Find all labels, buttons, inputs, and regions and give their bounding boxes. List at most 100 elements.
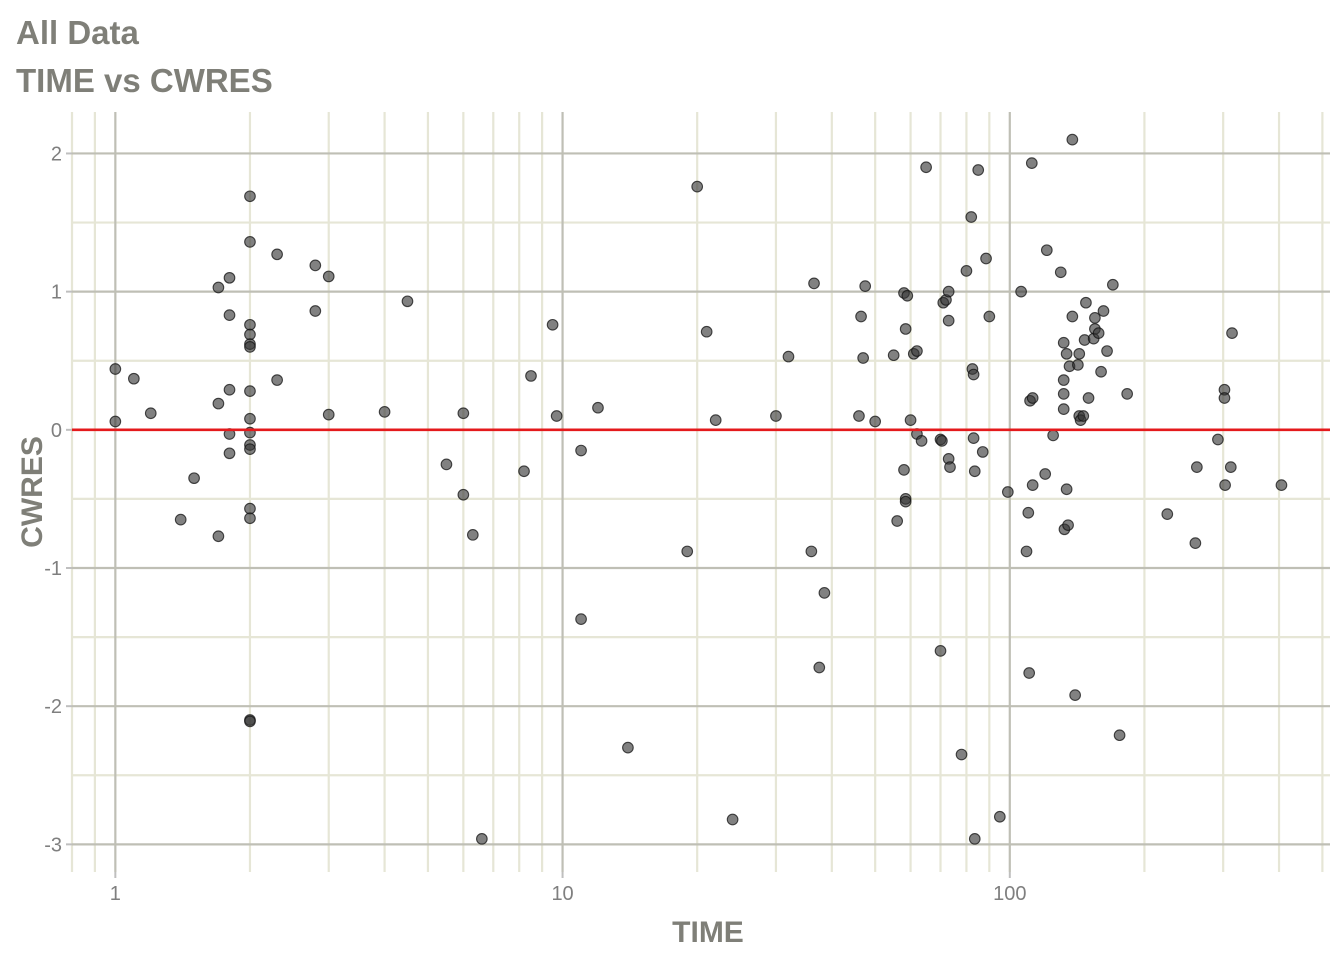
data-point	[805, 545, 818, 558]
data-points	[109, 133, 1288, 845]
y-tick-label: -2	[44, 696, 62, 718]
data-point	[857, 352, 869, 364]
data-point	[1069, 689, 1081, 701]
data-point	[887, 349, 900, 362]
data-point	[174, 513, 187, 526]
data-point	[1073, 347, 1086, 360]
data-point	[244, 512, 256, 525]
data-point	[1113, 729, 1126, 742]
data-point	[188, 472, 200, 485]
data-point	[1047, 429, 1059, 442]
y-tick-label: -1	[44, 558, 62, 580]
data-point	[899, 323, 912, 335]
data-point	[244, 715, 256, 728]
data-point	[244, 190, 256, 203]
data-point	[223, 383, 236, 396]
data-point	[709, 414, 722, 426]
data-point	[967, 432, 980, 444]
data-point	[700, 325, 713, 338]
data-point	[457, 488, 470, 501]
data-point	[960, 265, 973, 277]
axis-tick-marks	[66, 152, 1011, 878]
data-point	[1092, 327, 1105, 339]
data-point	[378, 406, 391, 418]
data-point	[1057, 374, 1070, 386]
data-point	[244, 341, 256, 353]
data-point	[681, 545, 694, 558]
x-axis-title: TIME	[672, 916, 744, 949]
data-point	[575, 613, 587, 625]
data-point	[1189, 537, 1202, 549]
data-point	[1066, 310, 1079, 323]
data-point	[1057, 403, 1070, 415]
data-point	[967, 368, 980, 381]
y-tick-label: 1	[51, 282, 62, 304]
data-point	[244, 328, 256, 341]
data-point	[1072, 359, 1084, 371]
data-point	[1121, 388, 1134, 400]
x-tick-label: 100	[993, 883, 1026, 905]
data-point	[1077, 410, 1090, 422]
data-point	[1001, 486, 1014, 498]
data-point	[1023, 667, 1036, 679]
data-point	[525, 370, 537, 382]
data-point	[575, 444, 587, 457]
data-point	[466, 528, 479, 541]
data-point	[972, 164, 985, 176]
data-point	[1015, 285, 1027, 298]
data-point	[934, 645, 947, 657]
data-point	[1224, 461, 1237, 473]
data-point	[244, 443, 256, 456]
data-point	[1089, 312, 1101, 324]
data-point	[936, 435, 948, 447]
data-point	[223, 447, 236, 460]
x-tick-label: 10	[551, 883, 573, 905]
data-point	[1097, 305, 1110, 317]
data-point	[942, 285, 955, 298]
data-point	[1057, 336, 1070, 349]
data-point	[1095, 365, 1107, 378]
data-point	[244, 318, 256, 331]
data-point	[1212, 433, 1224, 446]
data-point	[869, 415, 882, 428]
y-tick-label: 0	[51, 420, 62, 442]
data-point	[309, 305, 322, 317]
data-point	[1040, 244, 1053, 257]
data-point	[942, 314, 955, 327]
data-point	[401, 295, 414, 308]
data-point	[518, 465, 530, 478]
data-point	[476, 832, 488, 845]
data-point	[1057, 388, 1070, 400]
minor-gridlines	[70, 112, 1330, 872]
data-point	[223, 309, 236, 321]
data-point	[993, 810, 1006, 823]
data-point	[546, 318, 559, 331]
data-point	[859, 280, 872, 292]
data-point	[109, 363, 122, 375]
data-point	[271, 248, 283, 261]
data-point	[968, 465, 981, 478]
data-point	[1082, 392, 1095, 404]
data-point	[782, 350, 795, 363]
data-point	[109, 415, 122, 428]
data-point	[1080, 296, 1092, 309]
y-tick-label: -3	[44, 834, 62, 856]
data-point	[1062, 519, 1074, 532]
data-point	[271, 374, 283, 386]
data-point	[1101, 345, 1113, 357]
data-point	[592, 401, 604, 414]
data-point	[1054, 266, 1067, 279]
chart-subtitle: TIME vs CWRES	[16, 62, 273, 99]
data-point	[144, 407, 157, 420]
data-point	[904, 414, 917, 426]
data-point	[853, 410, 865, 422]
data-point	[983, 310, 996, 323]
data-point	[550, 410, 563, 422]
data-point	[1025, 157, 1038, 169]
data-point	[770, 410, 782, 422]
data-point	[944, 461, 956, 473]
data-point	[322, 270, 335, 283]
data-point	[309, 259, 322, 272]
chart-title: All Data	[16, 14, 139, 51]
